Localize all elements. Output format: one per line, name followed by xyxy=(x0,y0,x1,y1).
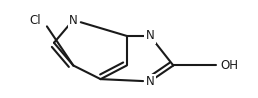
Text: N: N xyxy=(69,14,78,27)
Text: N: N xyxy=(146,75,154,88)
Text: Cl: Cl xyxy=(30,14,42,27)
Text: N: N xyxy=(146,29,154,42)
Text: OH: OH xyxy=(220,59,238,72)
